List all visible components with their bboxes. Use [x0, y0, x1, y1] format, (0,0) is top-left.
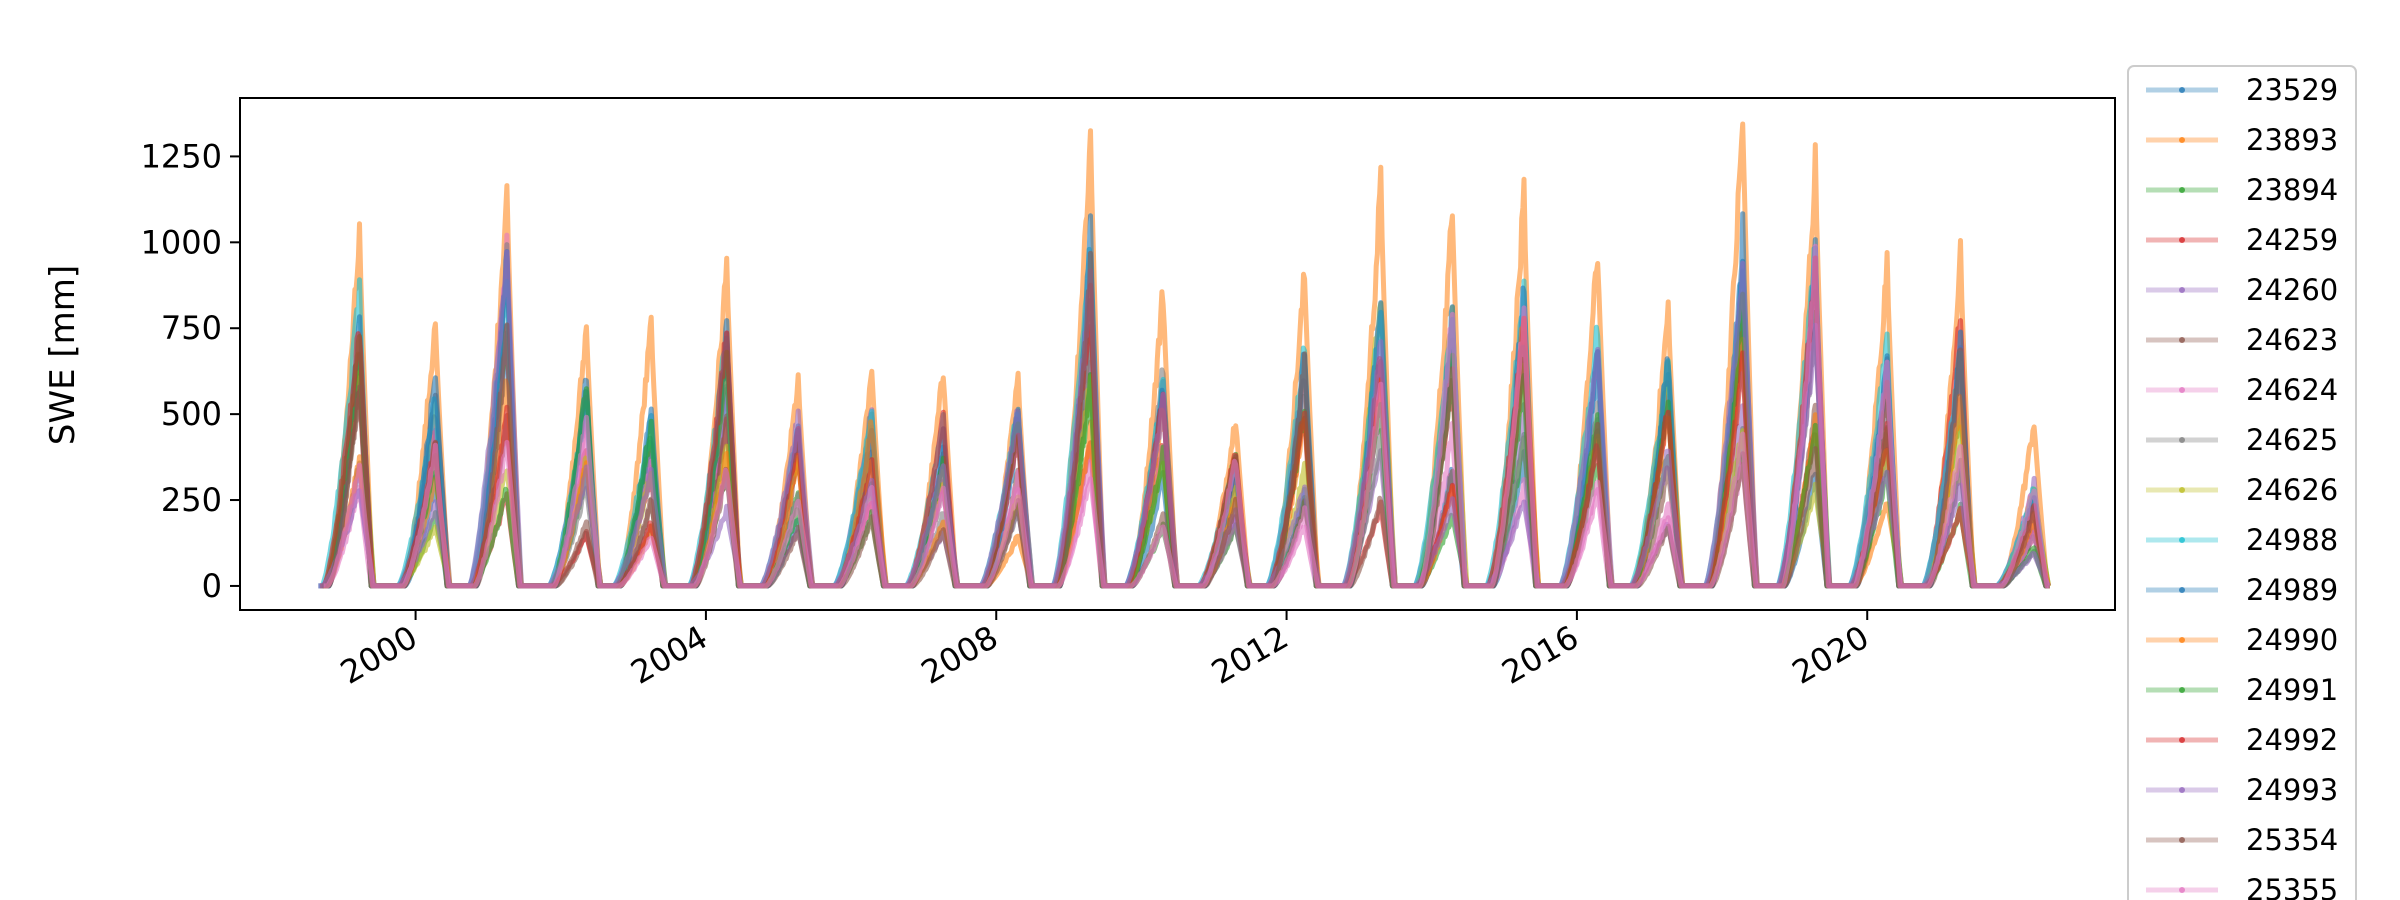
legend-label-24990: 24990	[2246, 623, 2338, 657]
series-line-25355	[323, 243, 2050, 589]
legend-label-24993: 24993	[2246, 773, 2338, 807]
legend-marker-24989	[2179, 587, 2185, 593]
x-tick-label: 2012	[1205, 618, 1295, 692]
y-tick-label: 500	[161, 395, 222, 433]
x-tick-label: 2008	[915, 618, 1005, 692]
legend-label-24260: 24260	[2246, 273, 2338, 307]
legend-marker-24259	[2179, 237, 2185, 243]
legend-marker-24991	[2179, 687, 2185, 693]
legend-marker-24623	[2179, 337, 2185, 343]
legend-frame	[2127, 65, 2357, 900]
legend-marker-24992	[2179, 737, 2185, 743]
legend-label-23893: 23893	[2246, 123, 2338, 157]
legend-marker-23894	[2179, 187, 2185, 193]
legend-marker-24626	[2179, 487, 2185, 493]
legend-label-24624: 24624	[2246, 373, 2338, 407]
y-tick-label: 1000	[141, 223, 222, 261]
legend-label-24626: 24626	[2246, 473, 2338, 507]
y-tick-label: 250	[161, 481, 222, 519]
x-tick-label: 2020	[1786, 618, 1876, 692]
legend-marker-24625	[2179, 437, 2185, 443]
y-tick-label: 1250	[141, 137, 222, 175]
legend-marker-24988	[2179, 537, 2185, 543]
legend-label-24992: 24992	[2246, 723, 2338, 757]
legend-label-24989: 24989	[2246, 573, 2338, 607]
x-tick-label: 2016	[1495, 618, 1585, 692]
legend-label-23529: 23529	[2246, 73, 2338, 107]
legend-label-24625: 24625	[2246, 423, 2338, 457]
legend-marker-25355	[2179, 887, 2185, 893]
x-tick-label: 2004	[624, 618, 714, 692]
legend-marker-24993	[2179, 787, 2185, 793]
x-tick-label: 2000	[334, 618, 424, 692]
plot-frame	[239, 97, 2116, 611]
y-axis-label: SWE [mm]	[43, 265, 83, 445]
legend-label-25355: 25355	[2246, 873, 2338, 900]
y-axis: 0 250 500 750 1000 1250	[141, 137, 240, 605]
y-tick-label: 0	[202, 567, 222, 605]
legend-marker-24624	[2179, 387, 2185, 393]
x-axis: 2000 2004 2008 2012 2016 2020	[334, 610, 1875, 692]
legend-marker-23893	[2179, 137, 2185, 143]
series-layer	[318, 121, 2052, 589]
y-tick-label: 750	[161, 309, 222, 347]
legend-label-24259: 24259	[2246, 223, 2338, 257]
legend-label-24991: 24991	[2246, 673, 2338, 707]
legend-marker-23529	[2179, 87, 2185, 93]
legend-label-23894: 23894	[2246, 173, 2338, 207]
legend-marker-24260	[2179, 287, 2185, 293]
legend: 23529 23893 23894 24259 24260 24623 24624 24625…	[2127, 65, 2357, 900]
legend-label-25354: 25354	[2246, 823, 2338, 857]
legend-label-24988: 24988	[2246, 523, 2338, 557]
legend-marker-25354	[2179, 837, 2185, 843]
legend-marker-24990	[2179, 637, 2185, 643]
legend-label-24623: 24623	[2246, 323, 2338, 357]
